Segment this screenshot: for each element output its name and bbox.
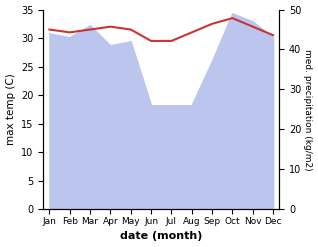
X-axis label: date (month): date (month) xyxy=(120,231,203,242)
Y-axis label: max temp (C): max temp (C) xyxy=(5,74,16,145)
Y-axis label: med. precipitation (kg/m2): med. precipitation (kg/m2) xyxy=(303,49,313,170)
